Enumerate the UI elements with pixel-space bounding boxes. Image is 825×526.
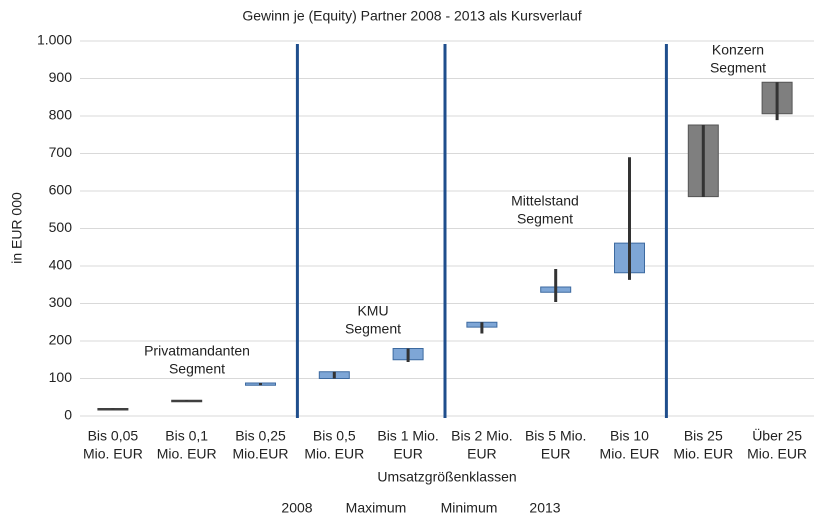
x-tick-label: Über 25 [752, 427, 802, 444]
annotation: KMU [357, 303, 388, 319]
x-tick-label: EUR [393, 446, 423, 462]
y-tick-label: 700 [49, 144, 73, 160]
y-tick-label: 300 [49, 294, 73, 310]
x-tick-label: Mio. EUR [83, 446, 143, 462]
x-tick-label: Bis 25 [684, 428, 723, 444]
y-tick-label: 600 [49, 182, 73, 198]
y-tick-label: 200 [49, 332, 73, 348]
x-tick-label: Mio. EUR [673, 446, 733, 462]
y-tick-label: 500 [49, 219, 73, 235]
legend-label: 2008 [281, 500, 312, 516]
x-tick-label: Bis 2 Mio. [451, 428, 512, 444]
annotation: Mittelstand [511, 193, 579, 209]
x-tick-label: Bis 5 Mio. [525, 428, 586, 444]
x-tick-label: EUR [541, 446, 571, 462]
x-tick-label: Mio. EUR [304, 446, 364, 462]
y-tick-label: 800 [49, 107, 73, 123]
x-tick-label: Bis 10 [610, 428, 649, 444]
legend-label: Minimum [441, 500, 498, 516]
x-tick-label: Mio. EUR [157, 446, 217, 462]
x-tick-label: EUR [467, 446, 497, 462]
y-axis-label: in EUR 000 [9, 192, 25, 264]
annotation: Segment [169, 361, 225, 377]
x-tick-label: Bis 0,05 [88, 428, 139, 444]
x-tick-label: Mio.EUR [232, 446, 288, 462]
annotation: Privatmandanten [144, 343, 250, 359]
x-tick-label: Bis 0,1 [165, 428, 208, 444]
legend-label: Maximum [346, 500, 407, 516]
x-tick-label: Mio. EUR [600, 446, 660, 462]
y-tick-label: 1.000 [37, 32, 72, 48]
x-tick-label: Mio. EUR [747, 446, 807, 462]
legend-label: 2013 [529, 500, 560, 516]
x-tick-label: Bis 0,5 [313, 428, 356, 444]
y-tick-label: 400 [49, 257, 73, 273]
x-axis-label: Umsatzgrößenklassen [377, 469, 516, 485]
y-tick-label: 100 [49, 369, 73, 385]
annotation: Segment [710, 60, 766, 76]
x-tick-label: Bis 1 Mio. [377, 428, 438, 444]
annotation: Segment [345, 321, 401, 337]
x-tick-label: Bis 0,25 [235, 428, 286, 444]
y-tick-label: 900 [49, 69, 73, 85]
y-tick-label: 0 [64, 407, 72, 423]
chart-title: Gewinn je (Equity) Partner 2008 - 2013 a… [242, 8, 581, 24]
annotation: Konzern [712, 42, 764, 58]
annotation: Segment [517, 211, 573, 227]
